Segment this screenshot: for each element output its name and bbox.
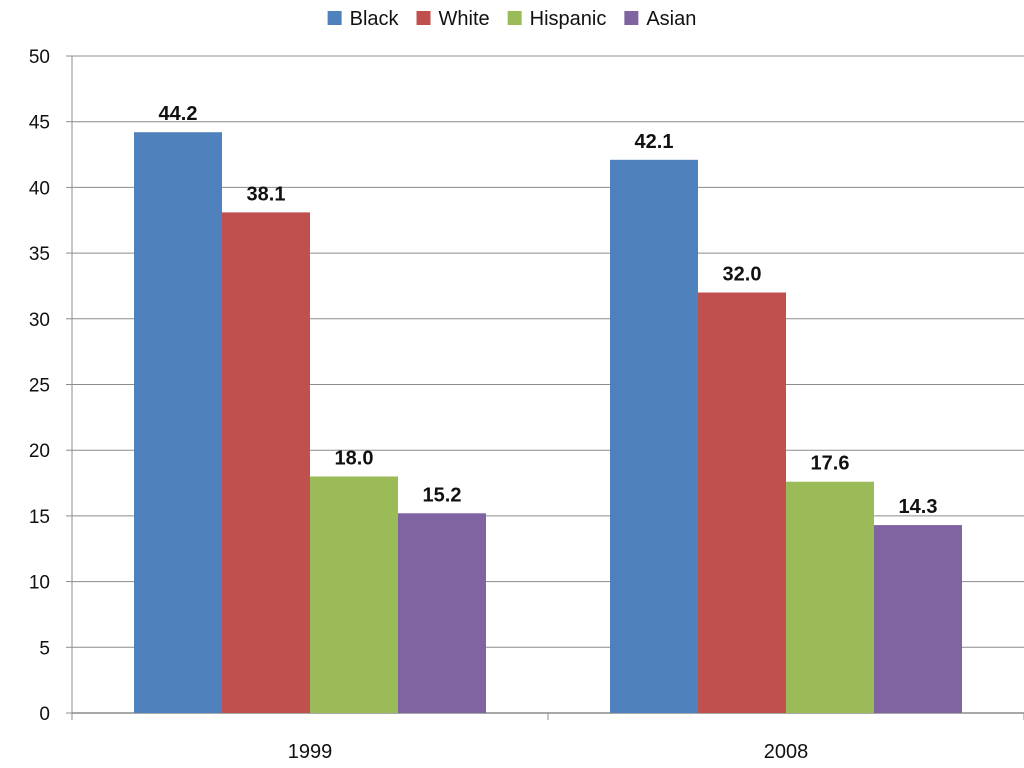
legend-label-asian: Asian	[646, 8, 696, 30]
data-label-hispanic-2008: 17.6	[811, 453, 850, 475]
legend: Black White Hispanic Asian	[327, 8, 696, 30]
y-tick-label-45: 45	[29, 113, 50, 134]
bar-hispanic-2008	[786, 481, 874, 713]
y-tick-label-15: 15	[29, 507, 50, 528]
legend-label-hispanic: Hispanic	[530, 8, 607, 30]
y-tick-label-30: 30	[29, 310, 50, 331]
bar-black-1999	[134, 132, 222, 713]
y-tick-label-5: 5	[39, 638, 50, 659]
x-category-label-1999: 1999	[288, 741, 333, 763]
y-tick-label-0: 0	[39, 704, 50, 725]
bar-black-2008	[610, 159, 698, 713]
data-labels: 44.2 38.1 18.0 15.2 42.1 32.0 17.6 14.3	[159, 103, 938, 518]
data-label-asian-1999: 15.2	[423, 484, 462, 506]
y-tick-label-40: 40	[29, 178, 50, 199]
y-tick-label-50: 50	[29, 47, 50, 68]
legend-swatch-hispanic	[507, 11, 522, 25]
legend-swatch-white	[416, 11, 431, 25]
bar-hispanic-1999	[310, 476, 398, 713]
data-label-white-1999: 38.1	[247, 183, 286, 205]
legend-swatch-asian	[624, 11, 639, 25]
legend-label-white: White	[439, 8, 490, 30]
bar-asian-1999	[398, 513, 486, 713]
data-label-asian-2008: 14.3	[899, 496, 938, 518]
data-label-white-2008: 32.0	[723, 264, 762, 286]
y-tick-label-20: 20	[29, 441, 50, 462]
y-axis: 0 5 10 15 20 25 30 35 40 45 50	[29, 47, 73, 725]
bar-white-2008	[698, 292, 786, 713]
data-label-black-2008: 42.1	[635, 131, 674, 153]
y-tick-label-35: 35	[29, 244, 50, 265]
x-axis: 1999 2008	[71, 712, 1024, 763]
y-tick-label-10: 10	[29, 573, 50, 594]
legend-label-black: Black	[350, 8, 400, 30]
data-label-hispanic-1999: 18.0	[335, 447, 374, 469]
legend-swatch-black	[327, 11, 342, 25]
bar-white-1999	[222, 212, 310, 713]
data-label-black-1999: 44.2	[159, 103, 198, 125]
y-tick-label-25: 25	[29, 376, 50, 397]
bar-asian-2008	[874, 525, 962, 713]
bars	[134, 132, 962, 713]
x-category-label-2008: 2008	[764, 741, 809, 763]
